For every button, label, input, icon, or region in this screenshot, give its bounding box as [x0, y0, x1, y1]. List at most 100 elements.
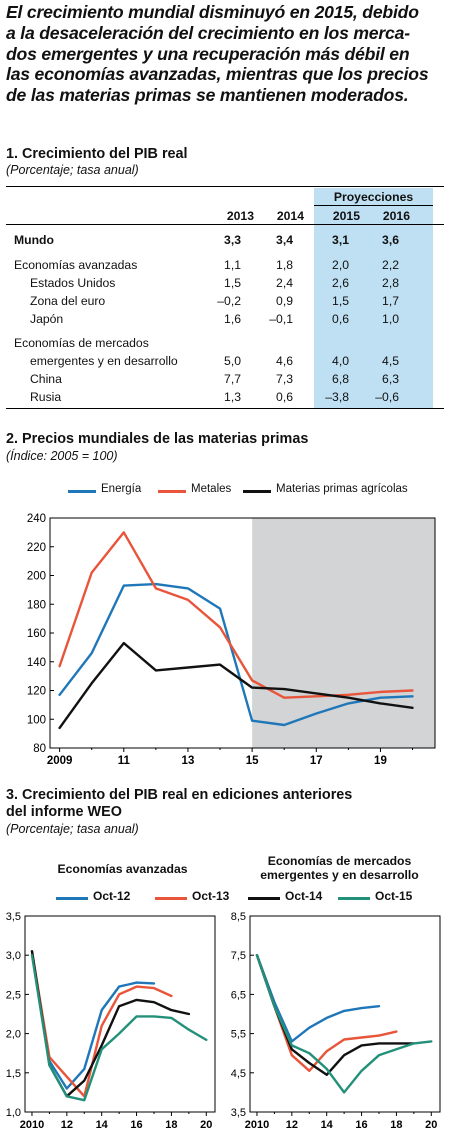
table-cell: –0,1	[269, 312, 293, 326]
table-cell: 1,6	[224, 312, 241, 326]
y-tick-label: 180	[27, 599, 46, 611]
legend-label-oct14: Oct-14	[285, 889, 323, 903]
table-cell: 4,5	[382, 354, 399, 368]
y-tick-label: 120	[27, 686, 46, 698]
table-cell: 0,9	[276, 294, 293, 308]
x-tick-label: 12	[286, 1119, 298, 1131]
x-tick-label: 11	[118, 755, 131, 767]
table-row-label: Economías avanzadas	[14, 258, 138, 272]
table-row-label: Zona del euro	[30, 294, 106, 308]
legend-swatch-oct14	[248, 897, 280, 900]
forecast-shading	[252, 518, 435, 748]
projections-label: Proyecciones	[314, 190, 433, 206]
y-tick-label: 3,5	[231, 1107, 246, 1119]
legend-swatch-oct13	[155, 897, 187, 900]
table-cell: 1,1	[224, 258, 241, 272]
y-tick-label: 140	[27, 657, 46, 669]
x-tick-label: 20	[425, 1119, 437, 1131]
x-tick-label: 12	[61, 1119, 73, 1131]
table-cell: 3,3	[224, 233, 241, 247]
table-cell: 7,3	[276, 372, 293, 386]
year-header: 2015	[332, 209, 360, 223]
table-cell: 5,0	[224, 354, 241, 368]
plot-frame	[249, 915, 441, 1113]
x-tick-label: 15	[246, 755, 259, 767]
year-header: 2016	[382, 209, 410, 223]
legend-label-agricolas: Materias primas agrícolas	[276, 483, 408, 495]
advanced-economies-chart: 1,0 1,5 2,0 2,5 3,0 3,5 2010 12 14 16 18 20	[6, 911, 216, 1131]
legend-label-oct15: Oct-15	[375, 889, 413, 903]
headline-line: a la desaceleración del crecimiento en l…	[6, 22, 410, 43]
y-tick-label: 100	[27, 714, 46, 726]
headline-line: las economías avanzadas, mientras que lo…	[6, 64, 429, 85]
y-tick-label: 2,0	[6, 1029, 21, 1041]
advanced-economies-title: Economías avanzadas	[57, 862, 188, 876]
table-cell: 3,6	[382, 233, 399, 247]
series-line-oct-12	[30, 950, 156, 1090]
table-cell: 2,0	[332, 258, 349, 272]
series-line-oct-13	[30, 950, 173, 1098]
legend-label-metales: Metales	[191, 483, 232, 495]
emerging-economies-title: Economías de mercados emergentes y en de…	[260, 854, 419, 882]
table-row-label: Estados Unidos	[30, 276, 116, 290]
section3-title-line1: 3. Crecimiento del PIB real en ediciones…	[6, 787, 353, 803]
y-tick-label: 2,5	[6, 989, 21, 1001]
series-line-oct-15	[30, 954, 208, 1102]
table-cell: 6,3	[382, 372, 399, 386]
y-tick-label: 80	[33, 743, 46, 755]
legend-label-oct12: Oct-12	[93, 889, 131, 903]
y-tick-label: 160	[27, 628, 46, 640]
x-tick-label: 16	[355, 1119, 367, 1131]
x-tick-label: 2010	[245, 1119, 269, 1131]
x-tick-label: 14	[96, 1119, 109, 1131]
headline-line: El crecimiento mundial disminuyó en 2015…	[6, 2, 419, 22]
emerging-economies-chart: 3,5 4,5 5,5 6,5 7,5 8,5 2010 12 14 16 18 20	[231, 911, 441, 1131]
table-bottom-rule	[6, 408, 444, 409]
headline: El crecimiento mundial disminuyó en 2015…	[6, 2, 444, 106]
section3-subtitle: (Porcentaje; tasa anual)	[6, 822, 139, 836]
section1-title: 1. Crecimiento del PIB real	[6, 146, 188, 162]
x-tick-label: 13	[182, 755, 195, 767]
plot-frame	[24, 915, 216, 1113]
x-tick-label: 14	[321, 1119, 334, 1131]
x-tick-label: 18	[165, 1119, 177, 1131]
series-line-oct-15	[255, 954, 433, 1094]
table-row-label: Rusia	[30, 390, 62, 404]
series-line-energia	[58, 582, 414, 727]
table-cell: 1,3	[224, 390, 241, 404]
table-cell: –0,2	[217, 294, 241, 308]
y-tick-label: 3,5	[6, 911, 21, 923]
table-cell: 3,4	[276, 233, 293, 247]
y-tick-label: 5,5	[231, 1029, 246, 1041]
table-cell: 2,8	[382, 276, 399, 290]
y-tick-label: 240	[27, 513, 46, 525]
y-tick-label: 1,5	[6, 1068, 21, 1080]
table-cell: –3,8	[325, 390, 349, 404]
table-cell: 1,5	[224, 276, 241, 290]
legend-label-oct13: Oct-13	[192, 889, 230, 903]
table-top-rule	[6, 186, 444, 187]
y-tick-label: 3,0	[6, 950, 21, 962]
x-tick-label: 2010	[20, 1119, 44, 1131]
series-line-materias-primas-agricolas	[58, 641, 414, 730]
table-row-label: Mundo	[14, 233, 54, 247]
table-cell: 2,6	[332, 276, 349, 290]
table-cell: 1,0	[382, 312, 399, 326]
table-cell: 3,1	[332, 233, 349, 247]
y-tick-label: 8,5	[231, 911, 246, 923]
series-line-oct-12	[255, 954, 381, 1043]
section1-subtitle: (Porcentaje; tasa anual)	[6, 163, 139, 177]
x-tick-label: 17	[310, 755, 323, 767]
legend-swatch-oct15	[338, 897, 370, 900]
commodity-prices-chart: 80 100 120 140 160 180 200 220 240 2009 11 13 15 17 19	[27, 513, 436, 767]
series-line-metales	[58, 531, 414, 699]
year-header: 2014	[276, 209, 304, 223]
x-tick-label: 16	[130, 1119, 142, 1131]
x-tick-label: 20	[200, 1119, 212, 1131]
legend-swatch-energia	[68, 490, 96, 493]
legend-swatch-metales	[158, 490, 186, 493]
y-tick-label: 200	[27, 571, 46, 583]
table-cell: 4,0	[332, 354, 349, 368]
table-cell: 0,6	[332, 312, 349, 326]
table-row-label: China	[30, 372, 62, 386]
